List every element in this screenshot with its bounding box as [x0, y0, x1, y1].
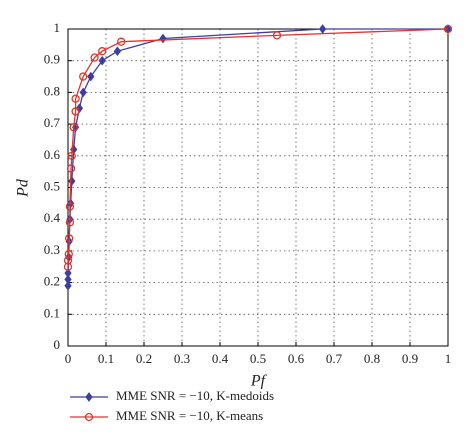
- circle-marker: [71, 107, 80, 116]
- circle-marker: [66, 164, 76, 173]
- y-tick-label: 0.8: [44, 83, 60, 98]
- x-tick-label: 1: [445, 351, 452, 366]
- y-tick-label: 0.6: [44, 147, 61, 162]
- x-tick-label: 0.4: [212, 351, 229, 366]
- x-tick-label: 0.1: [98, 351, 114, 366]
- y-tick-label: 1: [54, 20, 61, 35]
- series-line: [67, 28, 448, 286]
- circle-marker: [71, 94, 80, 103]
- diamond-marker: [318, 24, 327, 34]
- series-line: [67, 28, 449, 267]
- circle-marker: [65, 202, 75, 211]
- x-tick-label: 0.5: [250, 351, 266, 366]
- x-tick-label: 0: [65, 351, 72, 366]
- x-tick-label: 0.8: [364, 351, 380, 366]
- y-axis-label: Pd: [15, 178, 32, 198]
- x-tick-label: 0.7: [326, 351, 343, 366]
- diamond-marker: [64, 280, 72, 291]
- legend-label: MME SNR = −10, K-medoids: [116, 388, 274, 403]
- circle-marker: [443, 24, 453, 34]
- y-tick-label: 0.1: [44, 305, 60, 320]
- legend-label: MME SNR = −10, K-means: [116, 408, 263, 423]
- diamond-marker: [79, 87, 87, 98]
- circle-marker: [64, 249, 73, 259]
- circle-marker: [67, 151, 76, 160]
- diamond-marker: [87, 71, 95, 82]
- y-tick-label: 0.9: [44, 52, 60, 67]
- x-axis-label: Pf: [250, 373, 268, 390]
- circle-marker: [63, 262, 73, 271]
- circle-marker: [98, 47, 107, 56]
- y-tick-label: 0.7: [44, 115, 61, 130]
- y-tick-label: 0.3: [44, 242, 60, 257]
- circle-marker: [272, 31, 282, 40]
- plot-frame: [67, 28, 449, 347]
- y-tick-label: 0.2: [44, 274, 60, 289]
- x-tick-label: 0.3: [174, 351, 190, 366]
- circle-marker: [64, 234, 74, 243]
- x-tick-label: 0.9: [402, 351, 418, 366]
- diamond-marker: [64, 268, 72, 278]
- diamond-marker: [85, 392, 93, 402]
- x-tick-label: 0.6: [288, 351, 305, 366]
- x-tick-label: 0.2: [136, 351, 152, 366]
- circle-marker: [117, 37, 126, 46]
- diamond-marker: [98, 55, 106, 66]
- y-tick-label: 0: [54, 337, 61, 352]
- circle-marker: [84, 412, 94, 422]
- diamond-marker: [159, 33, 167, 44]
- circle-marker: [65, 218, 75, 227]
- circle-marker: [90, 53, 99, 62]
- y-tick-label: 0.5: [44, 178, 60, 193]
- diamond-marker: [113, 46, 122, 57]
- y-tick-label: 0.4: [44, 210, 61, 225]
- circle-marker: [69, 123, 78, 132]
- circle-marker: [79, 72, 88, 81]
- diamond-marker: [68, 176, 76, 186]
- diamond-marker: [64, 274, 72, 285]
